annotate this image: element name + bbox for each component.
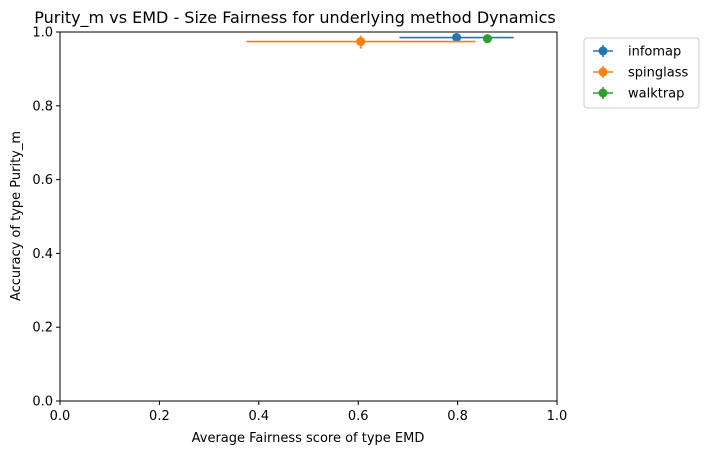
- legend-marker-dot: [598, 46, 608, 56]
- x-axis-title: Average Fairness score of type EMD: [192, 431, 425, 446]
- y-tick-label: 0.4: [32, 247, 53, 262]
- legend-label: walktrap: [628, 87, 684, 102]
- legend-item-infomap: infomap: [593, 45, 681, 60]
- series-spinglass: [246, 35, 476, 49]
- x-axis: 0.0 0.2 0.4 0.6 0.8 1.0: [50, 401, 568, 424]
- plot-frame: [59, 31, 558, 402]
- y-tick-label: 1.0: [32, 26, 53, 41]
- y-axis-title: Accuracy of type Purity_m: [9, 131, 24, 301]
- legend-label: infomap: [628, 45, 681, 60]
- data-point: [482, 34, 492, 44]
- series-infomap: [399, 33, 514, 43]
- plot-area: [59, 31, 558, 402]
- x-tick-label: 0.2: [149, 409, 170, 424]
- legend-marker-dot: [598, 67, 608, 77]
- y-tick-label: 0.8: [32, 99, 53, 114]
- y-tick-label: 0.0: [32, 395, 53, 410]
- data-point: [356, 37, 366, 47]
- x-tick-label: 0.4: [248, 409, 269, 424]
- series-layer: [246, 33, 514, 49]
- y-axis: 0.0 0.2 0.4 0.6 0.8 1.0: [32, 26, 60, 410]
- legend-marker-dot: [598, 88, 608, 98]
- legend-label: spinglass: [628, 66, 688, 81]
- x-tick-label: 0.0: [50, 409, 71, 424]
- x-tick-label: 0.6: [348, 409, 369, 424]
- series-walktrap: [482, 34, 492, 44]
- data-point: [452, 33, 462, 43]
- legend-item-walktrap: walktrap: [593, 87, 684, 102]
- y-tick-label: 0.6: [32, 173, 53, 188]
- legend: infomap spinglass walktrap: [583, 37, 700, 109]
- x-tick-label: 1.0: [547, 409, 568, 424]
- chart-title: Purity_m vs EMD - Size Fairness for unde…: [34, 8, 555, 28]
- legend-item-spinglass: spinglass: [593, 66, 688, 81]
- legend-frame: [583, 37, 700, 109]
- y-tick-label: 0.2: [32, 321, 53, 336]
- x-tick-label: 0.8: [447, 409, 468, 424]
